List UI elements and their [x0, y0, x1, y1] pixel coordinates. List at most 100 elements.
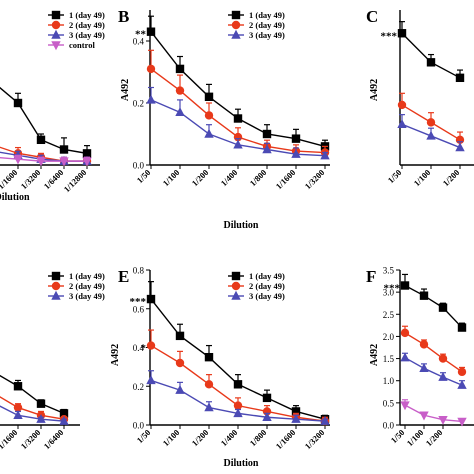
x-tick-label: 1/12800	[62, 167, 89, 194]
data-point	[146, 294, 156, 304]
data-point	[291, 407, 301, 416]
x-tick-label: 1/100	[405, 427, 426, 448]
legend-label: 2 (day 49)	[69, 20, 105, 30]
data-point	[146, 94, 156, 104]
panel-c: 1/50 1/100 1/200 *** A492	[369, 10, 474, 188]
x-tick-label: 1/200	[441, 167, 462, 188]
significance-annotation: *	[141, 343, 147, 355]
panel-label-e: E	[118, 267, 129, 286]
legend-label: 3 (day 49)	[249, 30, 285, 40]
data-point	[291, 134, 301, 143]
legend-marker	[51, 281, 61, 291]
data-point	[233, 380, 243, 389]
data-point	[59, 415, 69, 425]
data-point	[438, 354, 448, 363]
data-point	[438, 371, 448, 381]
legend: 1 (day 49)2 (day 49)3 (day 49)control	[48, 10, 105, 51]
data-point	[204, 352, 214, 362]
data-point	[397, 29, 407, 38]
data-point	[175, 331, 185, 341]
y-tick-label: 0.4	[133, 343, 145, 353]
x-tick-label: 1/3200	[19, 167, 43, 191]
significance-annotation: **	[135, 29, 147, 41]
data-point	[419, 291, 429, 300]
data-point	[204, 380, 214, 389]
series-line	[404, 404, 463, 423]
legend-marker	[51, 290, 61, 300]
x-axis-label: Dilution	[223, 458, 258, 469]
legend-label: 1 (day 49)	[249, 10, 285, 20]
data-point	[397, 100, 407, 110]
significance-annotation: ***	[384, 283, 401, 295]
data-point	[175, 384, 185, 394]
data-point	[262, 129, 272, 139]
legend-label: 3 (day 49)	[69, 291, 105, 301]
significance-annotation: ***	[381, 30, 398, 42]
legend-label: 2 (day 49)	[249, 281, 285, 291]
x-tick-label: 1/1600	[0, 427, 19, 451]
legend-label: 1 (day 49)	[249, 271, 285, 281]
data-point	[455, 73, 465, 83]
data-point	[457, 417, 467, 427]
data-point	[13, 155, 23, 165]
data-point	[59, 145, 69, 154]
legend-marker	[51, 41, 61, 51]
data-point	[400, 352, 410, 362]
panel-d: 1/1600 1/3200 1/6400 1 (day 49)2 (day 49)3 …	[0, 271, 105, 451]
legend: 1 (day 49)2 (day 49)3 (day 49)	[48, 271, 105, 301]
data-point	[397, 119, 407, 129]
data-point	[233, 408, 243, 418]
data-point	[233, 114, 243, 123]
data-point	[146, 341, 156, 350]
x-tick-label: 1/3200	[303, 167, 327, 191]
series-line	[0, 396, 65, 420]
legend-marker	[231, 29, 241, 39]
legend-label: 3 (day 49)	[69, 30, 105, 40]
data-point	[233, 401, 243, 410]
data-point	[204, 402, 214, 412]
data-point	[400, 281, 410, 290]
data-point	[146, 64, 156, 74]
x-tick-label: 1/1600	[274, 427, 298, 451]
y-axis-label: A492	[120, 79, 131, 101]
legend-label: 3 (day 49)	[249, 291, 285, 301]
y-axis-label: A492	[369, 79, 380, 101]
y-tick-label: 0.0	[133, 421, 145, 431]
data-point	[13, 403, 23, 412]
data-point	[233, 139, 243, 149]
x-tick-label: 1/400	[219, 427, 240, 448]
panel-b: 0.00.20.41/50 1/100 1/200 1/400 1/800 1/1600 1…	[120, 10, 330, 231]
data-point	[291, 413, 301, 423]
series-line	[0, 405, 65, 422]
significance-annotation: ***	[130, 296, 147, 308]
legend-marker	[51, 20, 61, 30]
legend-marker	[51, 29, 61, 39]
legend-marker	[231, 10, 241, 20]
y-tick-label: 2.5	[383, 310, 395, 320]
data-point	[204, 92, 214, 101]
data-point	[204, 111, 214, 120]
legend-label: 2 (day 49)	[69, 281, 105, 291]
legend-label: 2 (day 49)	[249, 20, 285, 30]
legend-label: 1 (day 49)	[69, 10, 105, 20]
y-tick-label: 0.8	[133, 266, 145, 276]
y-tick-label: 0.0	[383, 421, 395, 431]
data-point	[457, 379, 467, 389]
data-point	[82, 157, 92, 167]
data-point	[419, 340, 429, 349]
panel-e: 0.00.20.40.60.81/50 1/100 1/200 1/400 1/800 1…	[110, 266, 330, 469]
data-point	[426, 58, 436, 67]
data-point	[320, 150, 330, 160]
x-tick-label: 1/800	[248, 427, 269, 448]
data-point	[13, 410, 23, 420]
x-tick-label: 1/800	[248, 167, 269, 188]
data-point	[175, 86, 185, 95]
y-tick-label: 0.0	[133, 161, 145, 171]
data-point	[36, 135, 46, 145]
series-line	[0, 374, 65, 415]
legend-marker	[231, 281, 241, 291]
data-point	[419, 411, 429, 421]
x-tick-label: 1/1600	[274, 167, 298, 191]
series-line	[404, 284, 463, 329]
x-tick-label: 1/50	[386, 167, 404, 185]
